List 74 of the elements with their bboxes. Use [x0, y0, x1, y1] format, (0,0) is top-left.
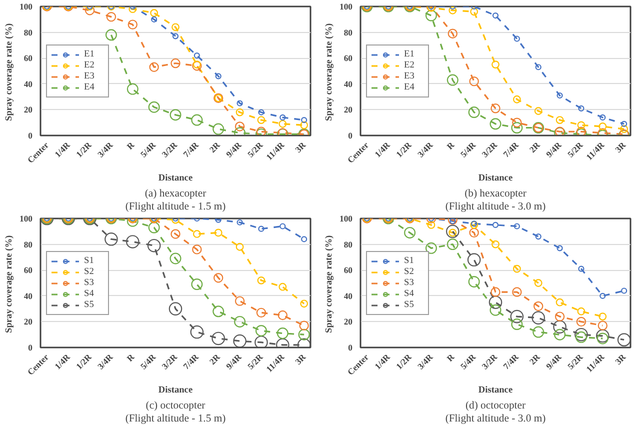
text: (Flight altitude - 3.0 m) — [445, 202, 546, 212]
legend-label: S5 — [84, 300, 95, 310]
x-tick-label: 2R — [207, 351, 222, 367]
x-tick-label: R — [124, 351, 137, 364]
x-axis-title: Distance — [158, 174, 193, 184]
legend-label: S1 — [404, 256, 415, 266]
x-tick-label: R — [444, 139, 457, 152]
x-axis-title: Distance — [478, 174, 513, 184]
y-tick-label: 0 — [348, 342, 352, 352]
y-tick-label: 100 — [20, 214, 32, 224]
y-tick-label: 0 — [28, 342, 32, 352]
legend-label: E1 — [84, 49, 96, 59]
y-tick-label: 0 — [348, 130, 352, 140]
y-tick-label: 40 — [24, 290, 32, 301]
y-axis-title: Spray coverage rate (%) — [324, 235, 335, 333]
x-tick-label: R — [124, 139, 137, 152]
y-axis-title: Spray coverage rate (%) — [324, 23, 335, 121]
y-tick-label: 80 — [24, 27, 32, 38]
y-tick-label: 60 — [344, 53, 352, 64]
legend-label: S2 — [84, 266, 95, 276]
y-tick-label: 20 — [24, 104, 32, 115]
y-tick-label: 40 — [24, 78, 32, 89]
text: (a) hexacopter — [144, 188, 207, 200]
x-tick-label: 7/4R — [501, 139, 521, 160]
x-tick-label: 7/4R — [181, 351, 201, 372]
y-tick-label: 60 — [24, 265, 32, 276]
x-tick-label: 7/4R — [501, 351, 521, 372]
legend-label: E3 — [404, 71, 416, 81]
x-tick-label: 2R — [527, 139, 542, 155]
text: (Flight altitude - 3.0 m) — [445, 414, 546, 424]
legend-label: E2 — [84, 60, 96, 70]
y-tick-label: 80 — [344, 27, 352, 38]
x-axis-title: Distance — [158, 386, 193, 396]
y-axis-title: Spray coverage rate (%) — [4, 23, 15, 121]
y-tick-label: 80 — [344, 239, 352, 250]
y-tick-label: 20 — [344, 316, 352, 327]
x-tick-label: R — [444, 351, 457, 364]
legend-label: E4 — [84, 82, 96, 92]
y-tick-label: 20 — [24, 316, 32, 327]
legend-label: S4 — [404, 288, 415, 298]
y-tick-label: 100 — [20, 2, 32, 12]
y-tick-label: 60 — [344, 265, 352, 276]
x-tick-label: 2R — [207, 139, 222, 155]
text: (Flight altitude - 1.5 m) — [125, 202, 226, 212]
legend-label: S3 — [84, 278, 95, 288]
legend-label: S5 — [404, 300, 415, 310]
y-tick-label: 40 — [344, 290, 352, 301]
y-tick-label: 80 — [24, 239, 32, 250]
text: (Flight altitude - 1.5 m) — [125, 414, 226, 424]
y-tick-label: 100 — [340, 214, 352, 224]
legend-label: S1 — [84, 256, 95, 266]
text: (b) hexacopter — [464, 188, 527, 200]
y-axis-title: Spray coverage rate (%) — [4, 235, 15, 333]
x-tick-label: 3R — [613, 139, 628, 155]
x-tick-label: 2R — [527, 351, 542, 367]
x-axis-title: Distance — [478, 386, 513, 396]
y-tick-label: 60 — [24, 53, 32, 64]
legend-label: E1 — [404, 49, 416, 59]
legend-label: E2 — [404, 60, 416, 70]
x-tick-label: 7/4R — [181, 139, 201, 160]
legend-label: S4 — [84, 288, 95, 298]
y-tick-label: 0 — [28, 130, 32, 140]
text: (c) octocopter — [146, 400, 206, 412]
legend-label: E3 — [84, 71, 96, 81]
y-tick-label: 100 — [340, 2, 352, 12]
legend-label: E4 — [404, 82, 416, 92]
text: (d) octocopter — [465, 400, 526, 412]
x-tick-label: 3R — [293, 351, 308, 367]
legend-label: S2 — [404, 266, 415, 276]
y-tick-label: 20 — [344, 104, 352, 115]
x-tick-label: 3R — [613, 351, 628, 367]
x-tick-label: 3R — [293, 139, 308, 155]
y-tick-label: 40 — [344, 78, 352, 89]
legend-label: S3 — [404, 278, 415, 288]
